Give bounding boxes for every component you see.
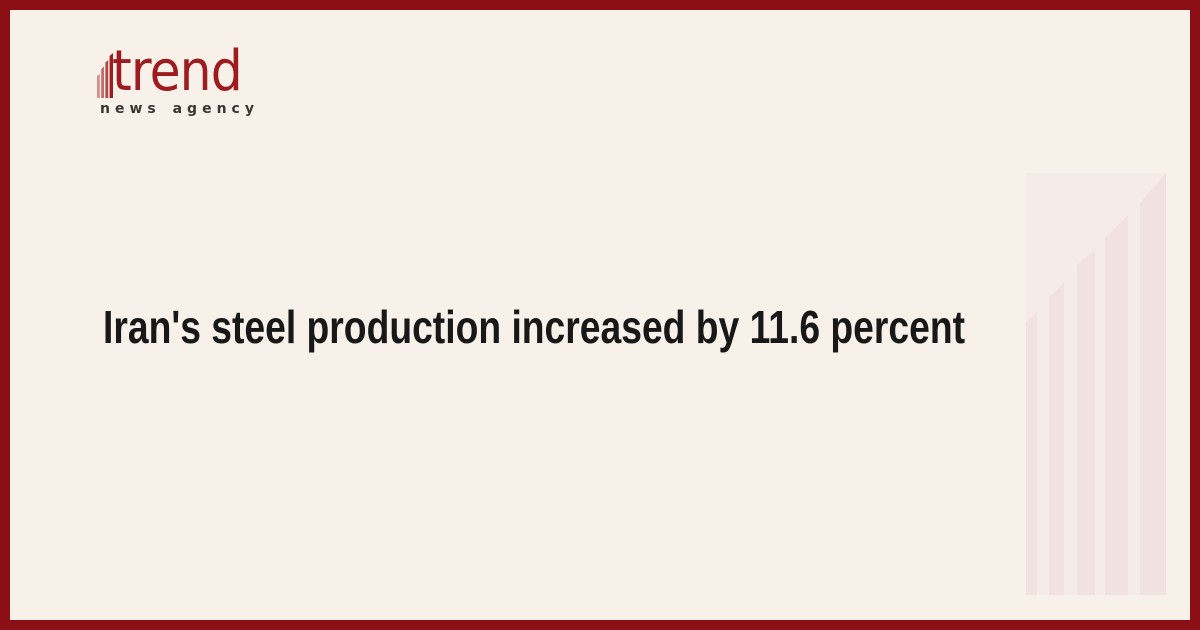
logo-tagline: news agency [100,101,259,117]
trend-logo: trend news agency [97,44,297,133]
card-content: trend news agency Iran's steel productio… [10,10,1190,620]
ascending-bars-watermark [1026,173,1166,595]
bar-chart-icon [97,53,113,98]
logo-wordmark: trend [112,39,243,104]
headline: Iran's steel production increased by 11.… [103,301,966,353]
